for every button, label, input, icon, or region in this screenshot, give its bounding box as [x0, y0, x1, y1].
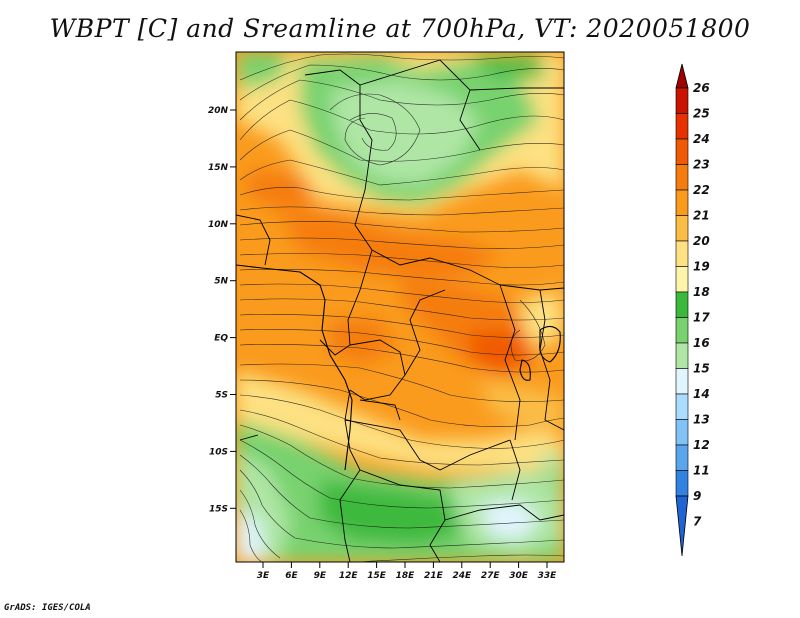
colorbar-label: 15: [693, 362, 710, 376]
colorbar-label: 18: [693, 285, 710, 299]
lon-label: 6E: [285, 571, 298, 581]
colorbar-bottom-arrow: [675, 495, 689, 557]
colorbar-segment: [675, 164, 689, 191]
colorbar-segment: [675, 342, 689, 369]
lat-label: 10S: [209, 447, 228, 457]
colorbar: 26 25 24 23 22 21 20 19 18 17 16 15 14 13 12 11 9 7: [675, 63, 710, 557]
colorbar-label: 12: [693, 438, 710, 452]
lon-label: 24E: [452, 571, 472, 581]
latitude-axis: 20N 15N 10N 5N EQ 5S 10S 15S: [208, 106, 236, 514]
coastline: [236, 264, 561, 471]
colorbar-label: 23: [693, 158, 710, 172]
lon-label: 21E: [424, 571, 444, 581]
lon-label: 3E: [257, 571, 270, 581]
lat-label: 15N: [208, 163, 229, 173]
colorbar-segment: [675, 317, 689, 344]
country-borders: [236, 59, 564, 562]
colorbar-label: 22: [693, 183, 710, 197]
colorbar-segment: [675, 393, 689, 420]
lat-label: 20N: [208, 106, 229, 116]
colorbar-label: 21: [693, 209, 710, 223]
colorbar-label: 24: [693, 132, 710, 146]
colorbar-label: 14: [693, 387, 710, 401]
colorbar-segment: [675, 444, 689, 471]
colorbar-segment: [675, 266, 689, 293]
colorbar-segment: [675, 138, 689, 165]
colorbar-label: 16: [693, 336, 710, 350]
colorbar-label: 17: [693, 311, 710, 325]
grads-credit: GrADS: IGES/COLA: [4, 603, 91, 613]
lon-label: 18E: [396, 571, 416, 581]
colorbar-label: 9: [693, 489, 701, 503]
colorbar-segment: [675, 189, 689, 216]
colorbar-label: 20: [693, 234, 710, 248]
colorbar-segment: [675, 215, 689, 242]
lon-label: 33E: [538, 571, 558, 581]
map-panel: [236, 52, 564, 562]
lon-label: 30E: [509, 571, 529, 581]
colorbar-label: 7: [693, 515, 702, 529]
lon-label: 12E: [339, 571, 359, 581]
chart-title: WBPT [C] and Sreamline at 700hPa, VT: 20…: [49, 14, 751, 43]
colorbar-label: 11: [693, 464, 710, 478]
colorbar-segment: [675, 113, 689, 140]
lon-label: 15E: [367, 571, 387, 581]
colorbar-label: 25: [693, 107, 710, 121]
colorbar-segment: [675, 291, 689, 318]
map-frame: [235, 51, 565, 563]
lat-label: 10N: [208, 220, 229, 230]
colorbar-segment: [675, 368, 689, 395]
lat-label: EQ: [214, 334, 228, 344]
streamlines: [239, 53, 564, 562]
colorbar-label: 26: [693, 81, 710, 95]
lat-label: 5S: [215, 391, 228, 401]
colorbar-segment: [675, 419, 689, 446]
longitude-axis: 3E 6E 9E 12E 15E 18E 21E 24E 27E 30E 33E: [257, 562, 557, 581]
lon-label: 27E: [481, 571, 501, 581]
colorbar-segment: [675, 240, 689, 267]
lat-label: 5N: [214, 277, 228, 287]
lat-label: 15S: [209, 504, 228, 514]
colorbar-segment: [675, 87, 689, 114]
colorbar-segment: [675, 470, 689, 497]
colorbar-top-arrow: [675, 63, 689, 89]
colorbar-label: 13: [693, 413, 710, 427]
colorbar-label: 19: [693, 260, 710, 274]
lon-label: 9E: [314, 571, 327, 581]
